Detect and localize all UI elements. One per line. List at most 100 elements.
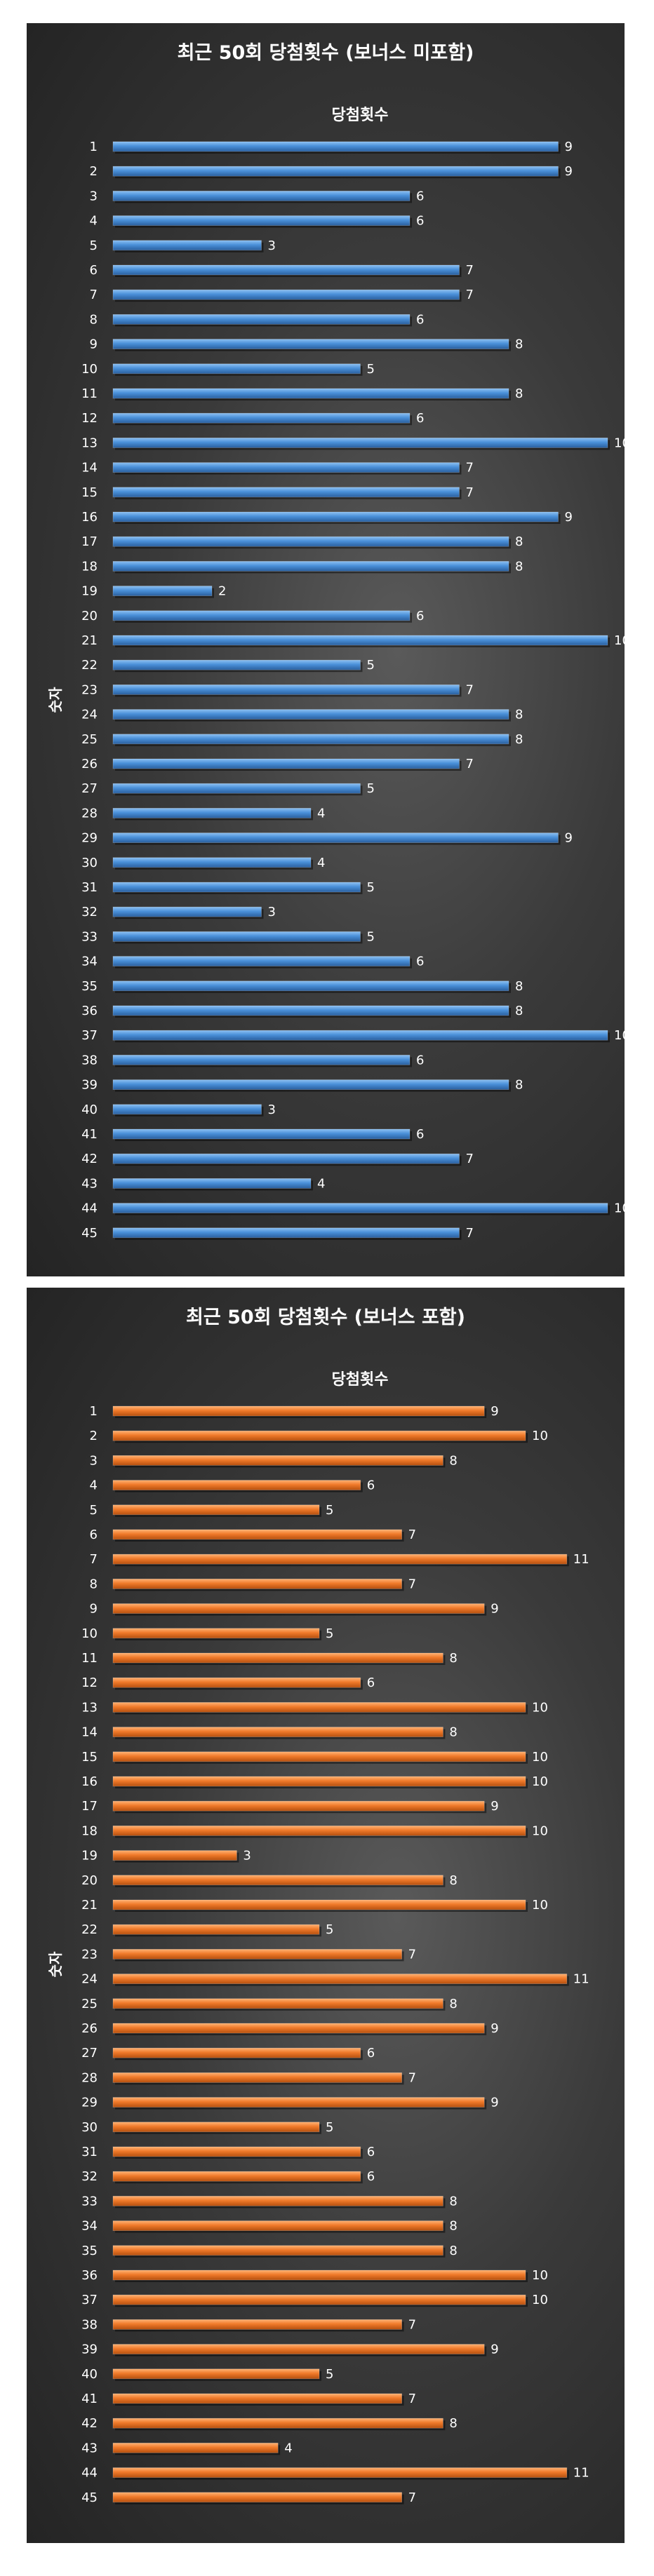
category-label: 35	[81, 2244, 98, 2258]
bar-45	[112, 2492, 403, 2503]
bar-16	[112, 1776, 526, 1787]
data-label: 8	[515, 534, 523, 549]
data-label: 5	[326, 1626, 333, 1641]
data-label: 6	[416, 189, 424, 203]
data-label: 4	[284, 2441, 292, 2455]
bar-33	[112, 931, 361, 942]
data-label: 8	[515, 337, 523, 352]
bar-17	[112, 1800, 485, 1812]
category-label: 20	[81, 1873, 98, 1888]
category-label: 2	[90, 164, 98, 179]
category-label: 36	[81, 2268, 98, 2283]
bar-24	[112, 709, 509, 720]
bar-32	[112, 906, 262, 917]
data-label: 9	[490, 1602, 498, 1617]
data-label: 9	[490, 2342, 498, 2357]
chart-title: 최근 50회 당첨횟수 (보너스 미포함)	[178, 42, 474, 64]
data-label: 5	[326, 2367, 333, 2382]
data-label: 10	[614, 1201, 625, 1216]
data-label: 9	[490, 2021, 498, 2036]
data-label: 7	[466, 485, 474, 500]
category-label: 37	[81, 2293, 98, 2307]
category-label: 37	[81, 1028, 98, 1043]
category-label: 30	[81, 856, 98, 870]
category-label: 26	[81, 2021, 98, 2036]
bar-12	[112, 412, 411, 424]
category-label: 44	[81, 1201, 98, 1216]
category-label: 33	[81, 2194, 98, 2209]
category-label: 4	[90, 1478, 98, 1493]
data-label: 3	[268, 1102, 276, 1117]
bar-31	[112, 2146, 361, 2157]
category-label: 32	[81, 905, 98, 919]
category-label: 14	[81, 461, 98, 476]
category-label: 9	[90, 337, 98, 352]
bar-17	[112, 536, 509, 547]
data-label: 10	[532, 1898, 548, 1913]
y-axis-title: 숫자	[47, 1951, 64, 1977]
bar-21	[112, 635, 608, 646]
bar-44	[112, 1203, 608, 1213]
bar-24	[112, 1974, 568, 1984]
category-label: 4	[90, 214, 98, 229]
bar-10	[112, 1628, 320, 1639]
category-label: 1	[90, 1404, 98, 1419]
category-label: 36	[81, 1004, 98, 1018]
data-label: 6	[416, 411, 424, 426]
data-label: 6	[416, 1127, 424, 1142]
bar-27	[112, 2047, 361, 2058]
bar-35	[112, 2245, 443, 2256]
bar-33	[112, 2196, 443, 2206]
category-label: 42	[81, 1152, 98, 1166]
category-label: 42	[81, 2416, 98, 2431]
bar-34	[112, 2220, 443, 2231]
bar-15	[112, 487, 460, 498]
category-label: 15	[81, 1750, 98, 1765]
category-label: 2	[90, 1429, 98, 1443]
bar-36	[112, 1005, 509, 1016]
data-label: 7	[408, 2317, 416, 2332]
data-label: 7	[408, 2490, 416, 2505]
category-label: 40	[81, 1102, 98, 1117]
bar-26	[112, 2023, 485, 2034]
data-label: 3	[268, 238, 276, 253]
data-label: 8	[449, 2416, 457, 2431]
category-label: 27	[81, 781, 98, 796]
data-label: 9	[490, 2096, 498, 2110]
bar-32	[112, 2171, 361, 2182]
bar-16	[112, 511, 559, 522]
data-label: 9	[565, 164, 573, 179]
category-label: 16	[81, 510, 98, 525]
data-label: 10	[614, 1028, 625, 1043]
bar-40	[112, 1104, 262, 1115]
series-title: 당첨횟수	[332, 107, 389, 124]
data-label: 6	[416, 1053, 424, 1067]
bar-12	[112, 1677, 361, 1688]
data-label: 7	[466, 1226, 474, 1241]
bar-42	[112, 2417, 443, 2429]
bar-28	[112, 808, 312, 818]
bar-37	[112, 1030, 608, 1041]
bar-45	[112, 1227, 460, 1239]
data-label: 5	[367, 929, 375, 944]
data-label: 6	[367, 1675, 375, 1690]
category-label: 28	[81, 2070, 98, 2085]
category-label: 10	[81, 1626, 98, 1641]
bar-14	[112, 462, 460, 473]
category-label: 40	[81, 2367, 98, 2382]
category-label: 15	[81, 485, 98, 500]
data-label: 8	[449, 1997, 457, 2011]
category-label: 39	[81, 2342, 98, 2357]
data-label: 10	[532, 1750, 548, 1765]
category-label: 41	[81, 2392, 98, 2406]
bar-43	[112, 1178, 312, 1189]
category-label: 22	[81, 1922, 98, 1937]
data-label: 4	[317, 806, 325, 821]
category-label: 31	[81, 880, 98, 895]
category-label: 39	[81, 1078, 98, 1093]
category-label: 35	[81, 979, 98, 994]
data-label: 4	[317, 1176, 325, 1191]
bar-44	[112, 2467, 568, 2478]
bar-30	[112, 857, 312, 868]
bar-3	[112, 190, 411, 201]
